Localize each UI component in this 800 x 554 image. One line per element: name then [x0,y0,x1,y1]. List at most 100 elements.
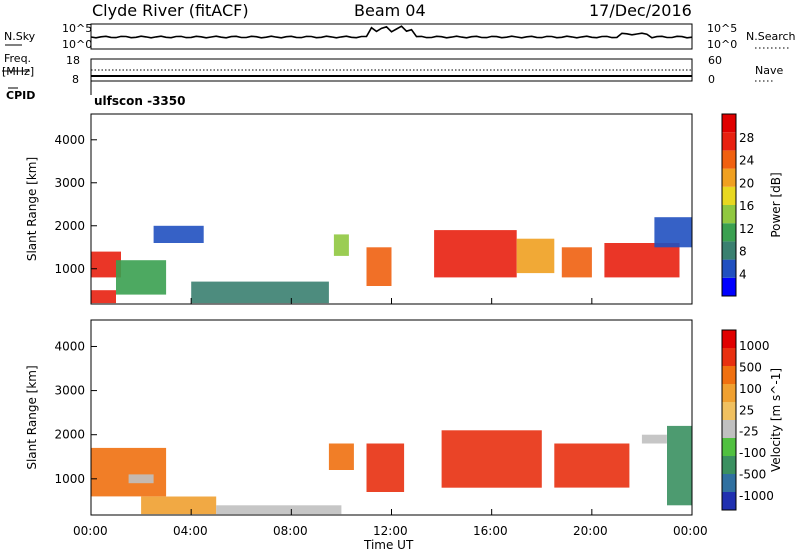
nsky-tick-top-left: 10^5 [62,22,93,35]
data-region-0-2 [116,260,167,295]
y-tick-label-0-1: 2000 [54,219,85,233]
colorbar-swatch-1-4 [722,420,736,438]
y-tick-label-1-0: 1000 [54,472,85,486]
data-region-1-9 [667,425,692,506]
colorbar-swatch-1-7 [722,366,736,384]
station-title: Clyde River (fitACF) [92,1,249,20]
data-region-1-2 [141,496,217,515]
data-region-0-3 [153,225,204,243]
colorbar-tick-0-2: 12 [739,222,754,236]
data-region-0-4 [191,281,329,304]
data-region-0-9 [561,247,592,278]
nsearch-label: N.Search [746,30,796,43]
colorbar-swatch-0-4 [722,205,736,224]
data-region-1-6 [441,430,542,488]
colorbar-tick-1-2: 100 [739,382,762,396]
colorbar-swatch-0-8 [722,132,736,151]
nsky-label: N.Sky [4,30,36,43]
data-region-1-7 [554,443,630,488]
x-tick-2: 08:00 [273,524,308,538]
data-region-1-1 [128,474,154,484]
y-axis-label-1: Slant Range [km] [25,365,39,469]
colorbar-tick-0-3: 16 [739,199,754,213]
colorbar-swatch-1-8 [722,348,736,366]
colorbar-label-1: Velocity [m s^-1] [769,368,783,472]
x-tick-3: 12:00 [373,524,408,538]
colorbar-frame-1 [721,329,737,511]
nave-label: Nave [755,64,784,77]
colorbar-tick-0-4: 20 [739,176,754,190]
data-region-0-11 [654,217,692,248]
y-tick-label-1-1: 2000 [54,428,85,442]
colorbar-tick-1-6: -500 [739,468,766,482]
colorbar-swatch-0-7 [722,150,736,169]
data-region-1-8 [641,434,667,444]
cpid-label: CPID [6,89,36,102]
colorbar-tick-1-4: -25 [739,425,759,439]
colorbar-tick-0-0: 4 [739,267,747,281]
y-tick-label-0-2: 3000 [54,176,85,190]
colorbar-swatch-0-1 [722,259,736,278]
data-region-0-10 [604,243,680,278]
cpid-value: ulfscon -3350 [94,94,186,108]
colorbar-swatch-1-2 [722,456,736,474]
colorbar-tick-1-5: -100 [739,446,766,460]
freq-tick-bottom: 8 [72,73,79,86]
nsky-tick-top-right: 10^5 [707,22,738,35]
freq-unit: [MHz] [2,65,35,78]
colorbar-swatch-1-9 [722,330,736,348]
colorbar-tick-0-6: 28 [739,131,754,145]
colorbar-swatch-1-1 [722,474,736,492]
x-tick-1: 04:00 [173,524,208,538]
beam-title: Beam 04 [354,1,426,20]
x-tick-6: 00:00 [673,524,708,538]
colorbar-tick-0-1: 8 [739,245,747,259]
data-region-1-3 [216,505,342,515]
colorbar-swatch-0-9 [722,114,736,133]
data-region-1-5 [366,443,405,492]
colorbar-swatch-0-3 [722,223,736,242]
colorbar-tick-1-0: 1000 [739,339,770,353]
nsky-trace [90,25,693,39]
freq-tick-top: 18 [66,54,80,67]
x-tick-5: 20:00 [573,524,608,538]
data-region-1-0 [91,447,167,497]
y-tick-label-0-0: 1000 [54,262,85,276]
x-tick-0: 00:00 [73,524,108,538]
colorbar-swatch-1-3 [722,438,736,456]
nsky-tick-bottom-left: 10^0 [62,38,93,51]
nsky-panel-frame [90,23,693,50]
data-region-0-8 [516,238,555,274]
colorbar-tick-1-3: 25 [739,403,754,417]
data-region-0-7 [434,230,517,278]
data-region-0-1 [91,290,116,304]
nave-tick-top: 60 [708,54,722,67]
x-tick-4: 16:00 [473,524,508,538]
freq-label: Freq. [4,52,32,65]
nave-tick-bottom: 0 [708,73,715,86]
data-region-0-6 [366,247,392,286]
colorbar-swatch-0-6 [722,168,736,187]
colorbar-tick-0-5: 24 [739,154,754,168]
colorbar-swatch-1-5 [722,402,736,420]
colorbar-frame-0 [721,113,737,297]
data-region-0-5 [333,234,349,256]
colorbar-swatch-1-0 [722,492,736,510]
colorbar-swatch-0-2 [722,241,736,260]
colorbar-label-0: Power [dB] [769,172,783,237]
colorbar-swatch-0-5 [722,186,736,205]
y-tick-label-0-3: 4000 [54,133,85,147]
colorbar-swatch-0-0 [722,277,736,296]
colorbar-swatch-1-6 [722,384,736,402]
date-title: 17/Dec/2016 [589,1,692,20]
y-axis-label-0: Slant Range [km] [25,157,39,261]
colorbar-tick-1-7: -1000 [739,489,774,503]
nsky-tick-bottom-right: 10^0 [707,38,738,51]
y-tick-label-1-3: 4000 [54,339,85,353]
data-region-1-4 [328,443,354,470]
colorbar-tick-1-1: 500 [739,360,762,374]
y-tick-label-1-2: 3000 [54,384,85,398]
x-axis-label: Time UT [364,538,414,552]
